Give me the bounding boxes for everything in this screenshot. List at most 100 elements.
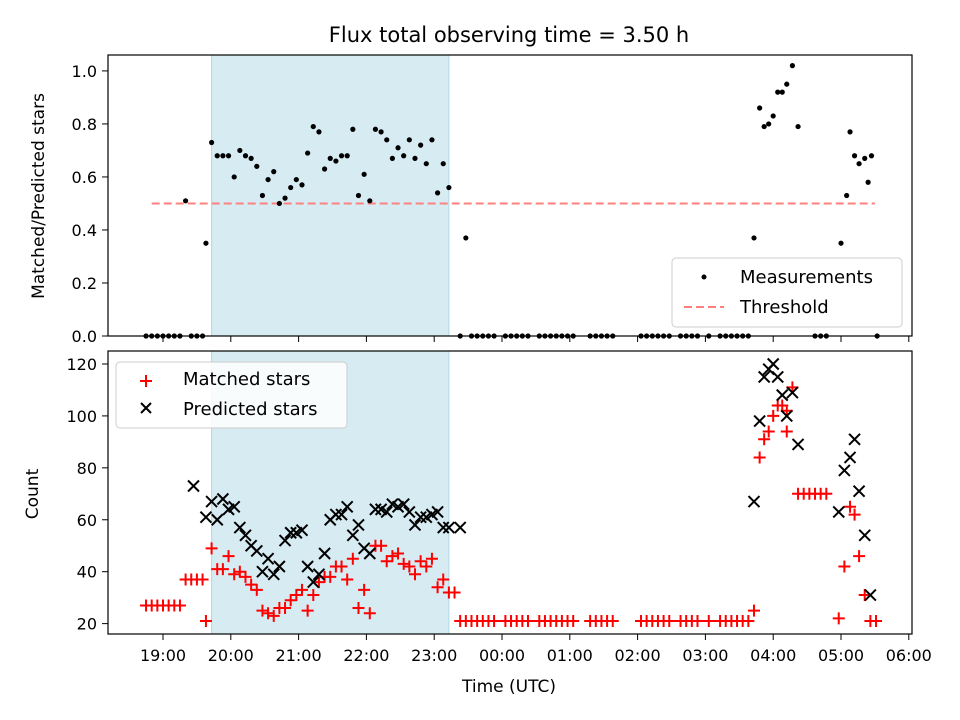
bottom-y-tick-label: 100 bbox=[66, 407, 97, 426]
measurement-point bbox=[220, 153, 226, 159]
matched-star-point bbox=[284, 594, 297, 607]
measurement-point bbox=[440, 161, 446, 167]
matched-star-point bbox=[747, 604, 760, 617]
measurement-point bbox=[333, 158, 339, 164]
predicted-star-point bbox=[437, 521, 450, 534]
measurement-point bbox=[231, 174, 237, 180]
matched-star-point bbox=[196, 573, 209, 586]
matched-star-point bbox=[838, 560, 851, 573]
measurement-point bbox=[203, 240, 209, 246]
measurement-point bbox=[208, 139, 215, 146]
bottom-x-tick-label: 03:00 bbox=[682, 646, 728, 665]
matched-star-point bbox=[267, 609, 280, 622]
measurement-point bbox=[761, 123, 767, 130]
measurement-point bbox=[321, 166, 328, 172]
measurement-point bbox=[310, 123, 316, 130]
predicted-star-point bbox=[233, 521, 247, 534]
bottom-y-axis-ticks: 20 40 60 80 100 120 bbox=[66, 355, 108, 634]
predicted-star-point bbox=[408, 518, 422, 532]
predicted-star-point bbox=[363, 547, 376, 560]
measurement-point bbox=[446, 184, 452, 191]
top-x-axis-ticks bbox=[162, 336, 910, 342]
predicted-star-point bbox=[864, 588, 877, 602]
bottom-y-tick-label: 120 bbox=[66, 355, 97, 374]
bottom-x-tick-label: 23:00 bbox=[411, 646, 457, 665]
measurement-point bbox=[838, 240, 844, 246]
top-legend: Measurements Threshold bbox=[671, 257, 903, 328]
measurement-point bbox=[865, 179, 871, 185]
measurement-point bbox=[847, 129, 853, 135]
measurement-point bbox=[757, 105, 763, 111]
matched-star-point bbox=[663, 615, 676, 628]
bottom-x-tick-label: 06:00 bbox=[886, 646, 932, 665]
legend-measurements-marker bbox=[701, 274, 707, 280]
matched-star-point bbox=[173, 599, 186, 612]
predicted-star-point bbox=[211, 513, 224, 526]
matched-star-point bbox=[301, 604, 314, 617]
matched-star-point bbox=[853, 550, 866, 563]
matched-star-point bbox=[521, 615, 534, 628]
top-y-tick-label: 1.0 bbox=[72, 62, 97, 81]
predicted-star-point bbox=[858, 529, 871, 542]
predicted-star-point bbox=[205, 495, 218, 508]
bottom-x-tick-label: 00:00 bbox=[479, 646, 525, 665]
matched-star-point bbox=[753, 451, 766, 464]
matched-star-point bbox=[346, 552, 359, 565]
bottom-y-axis-label: Count bbox=[23, 468, 43, 519]
bottom-matched-points bbox=[140, 381, 883, 628]
matched-star-point bbox=[844, 500, 857, 513]
predicted-star-point bbox=[284, 526, 297, 539]
bottom-legend-box bbox=[115, 361, 348, 429]
matched-star-point bbox=[858, 589, 871, 602]
bottom-panel: 20 40 60 80 100 120 19:00 20:00 21:00 22:00 23:00… bbox=[23, 350, 932, 697]
measurement-point bbox=[412, 155, 418, 161]
measurement-point bbox=[423, 161, 429, 167]
measurement-point bbox=[259, 192, 266, 199]
measurement-point bbox=[389, 155, 395, 161]
measurement-point bbox=[183, 198, 189, 204]
matched-star-point bbox=[363, 607, 376, 620]
predicted-star-point bbox=[278, 534, 292, 547]
top-y-axis-ticks: 0.0 0.2 0.4 0.6 0.8 1.0 bbox=[72, 62, 108, 346]
matched-star-point bbox=[199, 615, 212, 628]
matched-star-point bbox=[408, 568, 421, 581]
matched-star-point bbox=[262, 607, 275, 620]
matched-star-point bbox=[742, 615, 755, 628]
top-legend-box bbox=[671, 257, 903, 328]
matched-star-point bbox=[295, 583, 308, 596]
matched-star-point bbox=[279, 602, 292, 615]
predicted-star-point bbox=[301, 560, 314, 573]
predicted-star-point bbox=[267, 568, 280, 581]
measurement-point bbox=[751, 235, 757, 241]
matched-star-point bbox=[341, 573, 354, 586]
measurement-point bbox=[406, 137, 412, 143]
top-y-tick-label: 0.8 bbox=[72, 115, 97, 134]
measurement-point bbox=[766, 121, 772, 127]
predicted-star-point bbox=[199, 510, 213, 524]
predicted-star-point bbox=[747, 495, 761, 508]
bottom-x-tick-label: 04:00 bbox=[750, 646, 796, 665]
predicted-star-point bbox=[335, 508, 348, 521]
measurement-point bbox=[355, 192, 362, 199]
predicted-star-point bbox=[397, 497, 410, 511]
matched-star-point bbox=[870, 615, 883, 628]
predicted-star-point bbox=[216, 492, 230, 506]
matched-star-point bbox=[820, 487, 833, 500]
measurement-point bbox=[463, 235, 469, 241]
measurement-point bbox=[770, 113, 776, 119]
matched-star-point bbox=[335, 560, 348, 573]
top-shaded-region bbox=[211, 54, 450, 337]
measurement-point bbox=[789, 63, 796, 69]
predicted-star-point bbox=[453, 521, 467, 534]
bottom-y-tick-label: 20 bbox=[77, 615, 97, 634]
matched-star-point bbox=[250, 583, 263, 596]
bottom-y-tick-label: 40 bbox=[77, 563, 97, 582]
measurement-point bbox=[316, 129, 322, 135]
measurement-point bbox=[378, 129, 384, 135]
top-y-tick-label: 0.6 bbox=[72, 168, 97, 187]
matched-star-point bbox=[380, 555, 393, 568]
measurement-point bbox=[429, 137, 435, 143]
measurement-point bbox=[784, 81, 790, 87]
predicted-star-point bbox=[380, 505, 393, 519]
